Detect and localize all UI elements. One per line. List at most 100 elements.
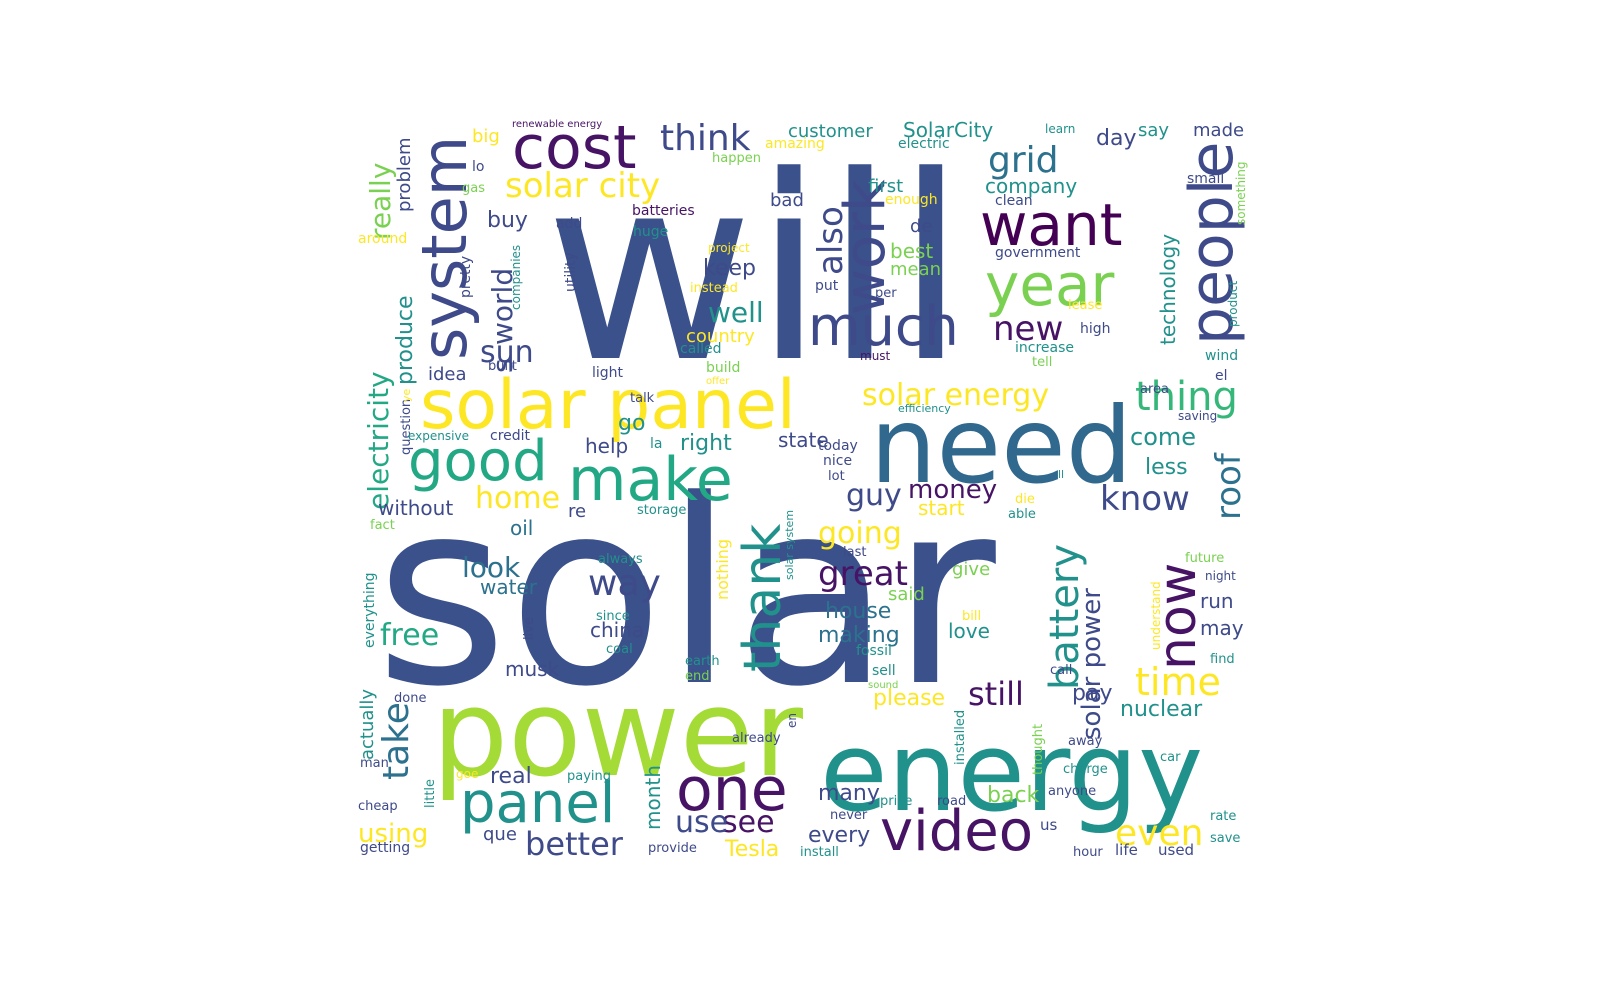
- cloud-word-always: always: [598, 552, 643, 567]
- cloud-word-tesla: Tesla: [724, 837, 779, 862]
- cloud-word-away: away: [1068, 734, 1103, 749]
- cloud-word-every: every: [808, 823, 870, 848]
- cloud-word-la: la: [650, 436, 662, 452]
- cloud-word-around: around: [358, 231, 407, 247]
- cloud-word-road: road: [937, 794, 966, 809]
- cloud-word-take: take: [376, 702, 417, 780]
- cloud-word-earth: earth: [685, 654, 720, 669]
- cloud-word-will: will: [545, 122, 966, 419]
- cloud-word-actually: actually: [357, 689, 378, 760]
- cloud-word-re: re: [568, 501, 586, 522]
- cloud-word-idea: idea: [428, 364, 467, 385]
- cloud-word-fact: fact: [370, 518, 395, 533]
- cloud-word-pretty: pretty: [458, 256, 474, 298]
- cloud-word-coal: coal: [606, 642, 633, 657]
- cloud-word-night: night: [1205, 569, 1236, 583]
- cloud-word-question: question: [399, 399, 414, 455]
- cloud-word-light: light: [592, 365, 624, 381]
- cloud-word-sound: sound: [868, 680, 898, 691]
- cloud-word-well: well: [708, 296, 764, 329]
- cloud-word-time: time: [1135, 660, 1221, 704]
- cloud-word-first: first: [868, 176, 903, 197]
- cloud-word-really: really: [364, 163, 397, 240]
- cloud-word-pay: pay: [1072, 681, 1112, 706]
- cloud-word-want: want: [980, 191, 1122, 259]
- cloud-word-government: government: [995, 245, 1081, 261]
- cloud-word-still: still: [968, 675, 1024, 713]
- cloud-word-solar-system: solar system: [783, 510, 796, 580]
- cloud-word-world: world: [486, 268, 519, 345]
- cloud-word-going: going: [818, 516, 902, 551]
- cloud-word-say: say: [1138, 120, 1169, 141]
- cloud-word-solar-panel: solar panel: [420, 366, 796, 445]
- cloud-word-help: help: [585, 434, 628, 458]
- cloud-word-great: great: [818, 554, 908, 594]
- cloud-word-people: people: [1177, 142, 1247, 345]
- cloud-word-en: en: [785, 713, 799, 728]
- cloud-word-big: big: [472, 126, 500, 147]
- cloud-word-understand: understand: [1149, 581, 1163, 650]
- cloud-word-now: now: [1148, 563, 1208, 670]
- cloud-word-look: look: [462, 551, 521, 584]
- cloud-word-happen: happen: [712, 151, 761, 166]
- cloud-word-huge: huge: [633, 224, 668, 240]
- cloud-word-enough: enough: [885, 192, 938, 208]
- cloud-word-nothing: nothing: [713, 539, 732, 600]
- cloud-word-lease: lease: [1068, 298, 1102, 313]
- cloud-word-problem: problem: [394, 138, 415, 212]
- cloud-word-bill: bill: [962, 609, 981, 624]
- cloud-word-without: without: [378, 496, 453, 520]
- cloud-word-energy: energy: [820, 708, 1203, 836]
- cloud-word-ye: ye: [400, 388, 413, 402]
- cloud-word-bad: bad: [770, 190, 804, 211]
- cloud-word-everything: everything: [362, 572, 378, 648]
- cloud-word-already: already: [732, 731, 781, 746]
- cloud-word-made: made: [1193, 120, 1244, 141]
- cloud-word-done: done: [394, 691, 426, 706]
- cloud-word-rate: rate: [1210, 809, 1236, 824]
- cloud-word-used: used: [1158, 841, 1194, 859]
- cloud-word-car: car: [1160, 750, 1181, 765]
- cloud-word-increase: increase: [1015, 340, 1074, 356]
- cloud-word-offer: offer: [706, 376, 730, 387]
- cloud-word-instead: instead: [690, 281, 738, 296]
- cloud-word-called: called: [680, 341, 722, 357]
- cloud-word-batteries: batteries: [632, 203, 695, 219]
- cloud-word-lo: lo: [472, 159, 484, 175]
- cloud-word-much: much: [808, 295, 959, 358]
- cloud-word-ll: ll: [1058, 468, 1064, 481]
- cloud-word-never: never: [830, 808, 868, 823]
- cloud-word-technology: technology: [1156, 234, 1180, 345]
- cloud-word-anyone: anyone: [1048, 784, 1096, 799]
- cloud-word-electric: electric: [898, 136, 950, 152]
- cloud-word-company: company: [985, 174, 1077, 198]
- cloud-word-use: use: [675, 805, 728, 840]
- cloud-word-less: less: [1145, 455, 1188, 480]
- cloud-word-give: give: [952, 559, 990, 580]
- cloud-word-water: water: [480, 575, 538, 599]
- cloud-word-know: know: [1100, 479, 1190, 519]
- cloud-word-solar-power: solar power: [1077, 588, 1107, 740]
- cloud-word-better: better: [525, 825, 624, 863]
- cloud-word-electricity: electricity: [362, 371, 395, 510]
- cloud-word-good: good: [408, 429, 548, 494]
- cloud-word-home: home: [475, 481, 560, 516]
- cloud-word-expensive: expensive: [408, 429, 469, 443]
- cloud-word-saving: saving: [1178, 409, 1217, 423]
- cloud-word-may: may: [1200, 616, 1244, 640]
- cloud-word-come: come: [1130, 423, 1196, 451]
- cloud-word-free: free: [380, 618, 439, 653]
- cloud-word-getting: getting: [360, 840, 410, 856]
- cloud-word-end: end: [685, 669, 710, 684]
- cloud-word-country: country: [686, 326, 755, 347]
- cloud-word-battery: battery: [1042, 544, 1088, 690]
- cloud-word-panel: panel: [460, 771, 615, 836]
- cloud-word-cheap: cheap: [358, 799, 398, 814]
- cloud-word-start: start: [918, 496, 965, 520]
- cloud-word-oil: oil: [510, 516, 533, 540]
- cloud-word-also: also: [811, 206, 851, 275]
- cloud-word-system: system: [408, 136, 481, 360]
- cloud-word-work: work: [833, 179, 898, 315]
- cloud-word-need: need: [870, 385, 1132, 507]
- cloud-word-go: go: [618, 411, 645, 436]
